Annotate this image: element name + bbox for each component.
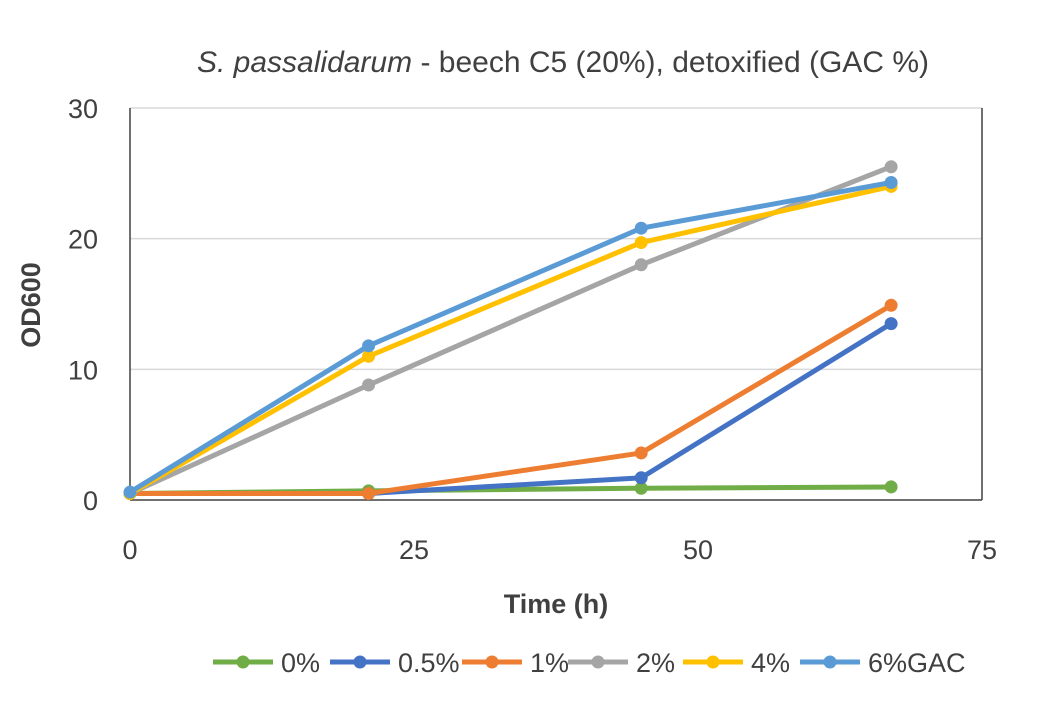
series-line [127, 183, 894, 496]
data-point [634, 221, 648, 235]
legend-label: 0% [281, 648, 320, 678]
series-lines [123, 160, 898, 500]
chart-title-rest: - beech C5 (20%), detoxified (GAC %) [412, 46, 929, 79]
series-2 [123, 298, 898, 500]
legend-label: 1% [530, 648, 569, 678]
legend-item-3: 2% [568, 648, 675, 678]
chart-title: S. passalidarum - beech C5 (20%), detoxi… [197, 46, 929, 79]
data-point [634, 471, 648, 485]
data-point [884, 175, 898, 189]
legend-label: 2% [636, 648, 675, 678]
x-axis-title: Time (h) [504, 589, 609, 619]
data-point [362, 349, 376, 363]
data-point [362, 339, 376, 353]
data-point [884, 317, 898, 331]
data-point [884, 298, 898, 312]
series-line [127, 321, 894, 496]
data-point [634, 236, 648, 250]
x-tick-label: 25 [399, 535, 429, 565]
data-point [362, 486, 376, 500]
series-line [127, 302, 894, 496]
x-tick-label: 0 [122, 535, 137, 565]
y-axis-title: OD600 [16, 262, 46, 348]
legend: 0% 0.5% 1% 2% 4% 6%GAC [213, 648, 966, 678]
series-line [127, 179, 894, 495]
series-5 [123, 175, 898, 499]
data-point [634, 446, 648, 460]
legend-swatch-marker [706, 655, 720, 669]
data-point [884, 160, 898, 174]
legend-item-4: 4% [683, 648, 790, 678]
data-point [634, 258, 648, 272]
legend-swatch-marker [591, 655, 605, 669]
y-tick-label: 20 [68, 225, 98, 255]
legend-label: 6%GAC [868, 648, 966, 678]
data-point [362, 378, 376, 392]
axes [129, 108, 983, 501]
data-point [884, 480, 898, 494]
series-line [127, 164, 894, 496]
legend-swatch-marker [236, 655, 250, 669]
legend-item-5: 6%GAC [800, 648, 966, 678]
legend-swatch-marker [485, 655, 499, 669]
data-point [123, 485, 137, 499]
tick-labels: 0 10 20 30 0 25 50 75 [68, 94, 997, 565]
data-point [634, 481, 648, 495]
x-tick-label: 75 [967, 535, 997, 565]
chart-title-italic: S. passalidarum [197, 46, 412, 79]
series-4 [123, 179, 898, 500]
legend-label: 4% [751, 648, 790, 678]
y-tick-label: 10 [68, 355, 98, 385]
y-tick-label: 30 [68, 94, 98, 124]
legend-item-1: 0.5% [330, 648, 460, 678]
legend-item-0: 0% [213, 648, 320, 678]
gridlines [130, 107, 982, 371]
legend-item-2: 1% [462, 648, 569, 678]
legend-swatch-marker [823, 655, 837, 669]
x-tick-label: 50 [683, 535, 713, 565]
legend-swatch-marker [353, 655, 367, 669]
legend-label: 0.5% [398, 648, 460, 678]
y-tick-label: 0 [83, 486, 98, 516]
